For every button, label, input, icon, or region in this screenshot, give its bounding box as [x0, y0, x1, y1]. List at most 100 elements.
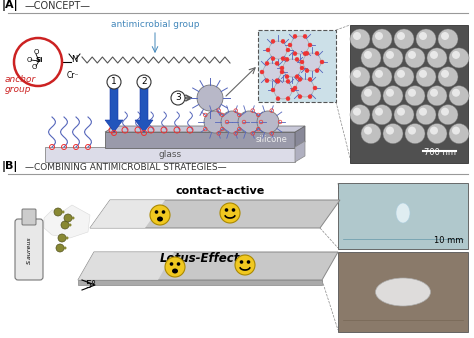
- Circle shape: [65, 237, 69, 240]
- Circle shape: [162, 210, 165, 214]
- Circle shape: [269, 41, 287, 59]
- Circle shape: [350, 29, 370, 49]
- Circle shape: [419, 70, 427, 78]
- Circle shape: [64, 214, 72, 222]
- Polygon shape: [295, 141, 305, 162]
- Circle shape: [300, 66, 304, 70]
- Circle shape: [296, 79, 314, 97]
- Text: 2: 2: [141, 77, 147, 87]
- Circle shape: [276, 79, 280, 83]
- Circle shape: [56, 244, 64, 252]
- Circle shape: [238, 111, 260, 133]
- Circle shape: [305, 69, 309, 73]
- Circle shape: [72, 217, 74, 219]
- Text: Cr⁻: Cr⁻: [67, 71, 79, 80]
- Circle shape: [303, 53, 321, 71]
- Circle shape: [293, 34, 297, 38]
- Circle shape: [286, 48, 290, 52]
- FancyBboxPatch shape: [338, 183, 468, 249]
- Text: N: N: [71, 55, 77, 65]
- Circle shape: [298, 95, 302, 99]
- Circle shape: [427, 86, 447, 106]
- Circle shape: [263, 63, 281, 81]
- Circle shape: [394, 29, 414, 49]
- Circle shape: [449, 86, 469, 106]
- Circle shape: [308, 77, 312, 81]
- Circle shape: [283, 59, 301, 77]
- Circle shape: [441, 70, 449, 78]
- Circle shape: [295, 57, 299, 61]
- Ellipse shape: [157, 217, 163, 221]
- Circle shape: [372, 105, 392, 125]
- Circle shape: [375, 108, 383, 116]
- Text: O: O: [31, 64, 36, 70]
- Circle shape: [275, 61, 279, 65]
- Text: S.aureus: S.aureus: [27, 236, 31, 264]
- Circle shape: [64, 246, 66, 249]
- Circle shape: [449, 48, 469, 68]
- Polygon shape: [295, 126, 305, 148]
- Polygon shape: [78, 280, 322, 285]
- Circle shape: [303, 52, 307, 56]
- Circle shape: [291, 88, 295, 92]
- Circle shape: [271, 88, 275, 92]
- Circle shape: [305, 51, 309, 55]
- Circle shape: [266, 48, 270, 52]
- Text: Lotus-Effect: Lotus-Effect: [160, 251, 240, 265]
- Circle shape: [165, 257, 185, 277]
- Circle shape: [353, 108, 361, 116]
- Text: O: O: [33, 49, 39, 55]
- Circle shape: [361, 48, 381, 68]
- Circle shape: [383, 86, 403, 106]
- Circle shape: [315, 69, 319, 73]
- Circle shape: [308, 43, 312, 47]
- Circle shape: [372, 67, 392, 87]
- Circle shape: [430, 51, 438, 59]
- Text: glass: glass: [158, 150, 182, 159]
- Text: contact-active: contact-active: [175, 186, 264, 196]
- Circle shape: [405, 48, 425, 68]
- Circle shape: [372, 29, 392, 49]
- Circle shape: [177, 262, 180, 266]
- Circle shape: [271, 57, 275, 61]
- Circle shape: [353, 70, 361, 78]
- Circle shape: [438, 67, 458, 87]
- Circle shape: [308, 95, 312, 99]
- Circle shape: [240, 260, 243, 264]
- Circle shape: [320, 60, 324, 64]
- Circle shape: [452, 127, 460, 135]
- Polygon shape: [44, 205, 90, 238]
- Text: 1: 1: [111, 77, 117, 87]
- Circle shape: [257, 111, 279, 133]
- Circle shape: [408, 127, 416, 135]
- Circle shape: [293, 86, 297, 90]
- Circle shape: [452, 51, 460, 59]
- Circle shape: [386, 51, 394, 59]
- Circle shape: [61, 221, 69, 229]
- Circle shape: [281, 39, 285, 43]
- FancyBboxPatch shape: [258, 30, 336, 102]
- Polygon shape: [105, 126, 305, 132]
- Text: |B|: |B|: [2, 161, 18, 172]
- Circle shape: [438, 29, 458, 49]
- Circle shape: [288, 43, 292, 47]
- Circle shape: [232, 208, 235, 212]
- Circle shape: [280, 66, 284, 70]
- Circle shape: [353, 32, 361, 40]
- Text: anchor
group: anchor group: [5, 75, 36, 94]
- Circle shape: [386, 89, 394, 97]
- Text: |A|: |A|: [2, 0, 18, 11]
- Circle shape: [275, 79, 279, 83]
- Polygon shape: [78, 252, 174, 280]
- Circle shape: [408, 51, 416, 59]
- Circle shape: [386, 127, 394, 135]
- Circle shape: [419, 32, 427, 40]
- Circle shape: [271, 39, 275, 43]
- Text: Si: Si: [35, 57, 43, 63]
- Circle shape: [405, 124, 425, 144]
- Circle shape: [274, 81, 292, 99]
- Circle shape: [150, 205, 170, 225]
- Ellipse shape: [396, 203, 410, 223]
- Polygon shape: [90, 200, 340, 228]
- Circle shape: [69, 223, 72, 226]
